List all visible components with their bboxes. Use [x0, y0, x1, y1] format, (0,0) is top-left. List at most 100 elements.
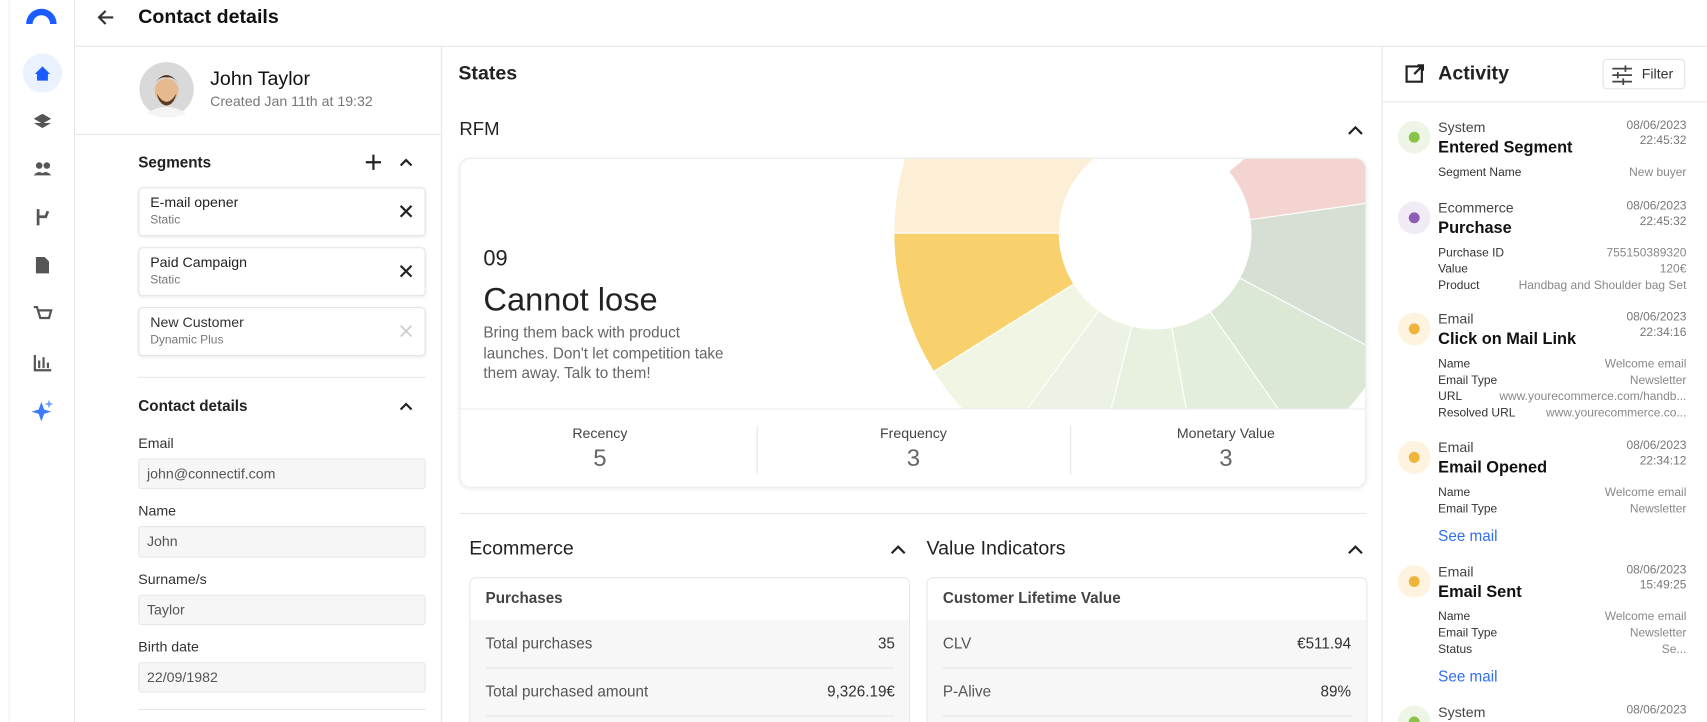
rfm-card: [459, 157, 1367, 488]
flow-icon[interactable]: [36, 209, 50, 226]
collapse-button[interactable]: [1348, 125, 1363, 135]
event-date: 08/06/2023: [1626, 310, 1687, 324]
event-field-value: 755150389320: [1606, 246, 1687, 260]
segment-type: Dynamic Plus: [150, 333, 224, 347]
column-border: [440, 45, 443, 722]
segment-type: Static: [150, 273, 181, 287]
section-title: Segments: [138, 153, 212, 171]
field-label: Birth date: [138, 638, 199, 655]
event-field-label: Product: [1438, 279, 1480, 293]
remove-button[interactable]: [399, 264, 413, 278]
event-title: Entered Segment: [1438, 138, 1573, 157]
input[interactable]: [138, 594, 426, 626]
divider: [942, 715, 1353, 717]
filter-label[interactable]: Filter: [1641, 65, 1674, 82]
event-field-value: Newsletter: [1629, 373, 1687, 388]
collapse-button[interactable]: [399, 158, 413, 167]
input[interactable]: [138, 662, 426, 693]
event-time: 15:49:25: [1639, 578, 1687, 592]
field-label: Surname/s: [138, 570, 207, 588]
field-value: John: [146, 532, 178, 550]
row-value: 89%: [1320, 682, 1352, 700]
divider: [1070, 425, 1072, 475]
event-source: System: [1438, 118, 1486, 136]
event-source: Email: [1438, 439, 1474, 456]
back-button[interactable]: [96, 7, 118, 29]
cart-icon[interactable]: [33, 306, 53, 320]
segment-card: [138, 247, 426, 297]
event-field-value: Welcome email: [1604, 357, 1687, 371]
divider: [756, 425, 758, 475]
section-title: Value Indicators: [926, 537, 1066, 559]
event-field-label: Email Type: [1438, 626, 1498, 640]
event-source: System: [1438, 703, 1486, 721]
field-value: Taylor: [146, 601, 185, 618]
event-title: Email Opened: [1438, 458, 1548, 477]
input[interactable]: [138, 458, 426, 489]
rfm-segment-wedge: [1171, 310, 1280, 410]
see-mail-link[interactable]: See mail: [1438, 526, 1498, 545]
divider: [459, 512, 1367, 515]
section-title: States: [458, 62, 518, 85]
metric-label: Monetary Value: [1176, 424, 1275, 442]
rfm-donut: [893, 158, 1366, 410]
created-date: Created Jan 11th at 19:32: [210, 92, 373, 110]
open-icon[interactable]: [1405, 64, 1425, 83]
topbar-border: [74, 45, 1707, 47]
event-time: 22:34:16: [1639, 326, 1687, 340]
layers-icon[interactable]: [33, 113, 52, 129]
divider: [485, 715, 895, 717]
event-time: 22:45:32: [1639, 214, 1687, 229]
event-time: 22:34:12: [1639, 454, 1687, 468]
people-icon[interactable]: [33, 162, 52, 176]
event-field-label: Status: [1438, 642, 1473, 657]
event-time: 22:45:32: [1639, 134, 1687, 148]
row-value: €511.94: [1297, 634, 1352, 652]
metric-value: 3: [906, 444, 921, 472]
event-source: Ecommerce: [1438, 199, 1514, 216]
rfm-segment-wedge: [1227, 158, 1366, 221]
event-field-label: Name: [1438, 610, 1471, 624]
event-date: 08/06/2023: [1626, 199, 1687, 213]
ai-icon[interactable]: [31, 401, 52, 422]
nav-icons: [22, 8, 63, 422]
home-icon[interactable]: [34, 66, 51, 81]
event-field-label: Name: [1438, 357, 1471, 371]
event-field-value: Newsletter: [1629, 502, 1687, 516]
rfm-description: Bring them back with product launches. D…: [483, 323, 724, 382]
row-label: P-Alive: [942, 682, 992, 700]
contact-name: John Taylor: [210, 67, 310, 90]
see-mail-link[interactable]: See mail: [1438, 667, 1498, 685]
event-icon-glyph: [1408, 131, 1420, 143]
card-title: Customer Lifetime Value: [942, 588, 1121, 607]
column-border: [1381, 45, 1383, 722]
collapse-button[interactable]: [1348, 545, 1363, 554]
event-icon-glyph: [1408, 576, 1420, 587]
add-button[interactable]: [365, 154, 382, 170]
rfm-segment: Cannot lose: [483, 282, 658, 318]
divider: [1382, 101, 1707, 103]
event-field-value: 120€: [1659, 262, 1687, 276]
card-title: Purchases: [485, 588, 563, 607]
remove-button: [400, 325, 413, 338]
chart-icon[interactable]: [33, 355, 52, 372]
ai-icon[interactable]: [44, 399, 54, 409]
remove-button[interactable]: [399, 205, 413, 218]
rfm-code: 09: [483, 247, 508, 272]
event-icon: [1397, 705, 1431, 722]
event-source: Email: [1438, 563, 1474, 580]
filter-button[interactable]: [1602, 58, 1686, 90]
event-title: Email Sent: [1438, 582, 1522, 602]
event-field-label: Value: [1438, 262, 1468, 276]
event-field-value: www.yourecommerce.com/handb...: [1499, 390, 1687, 404]
divider: [138, 708, 426, 711]
input[interactable]: [138, 525, 426, 558]
event-date: 08/06/2023: [1626, 703, 1687, 718]
event-icon-glyph: [1408, 451, 1420, 463]
event-field-label: Segment Name: [1438, 165, 1522, 180]
collapse-button[interactable]: [399, 402, 413, 411]
event-field-value: Welcome email: [1604, 486, 1687, 500]
doc-icon[interactable]: [35, 257, 49, 274]
collapse-button[interactable]: [890, 545, 906, 554]
